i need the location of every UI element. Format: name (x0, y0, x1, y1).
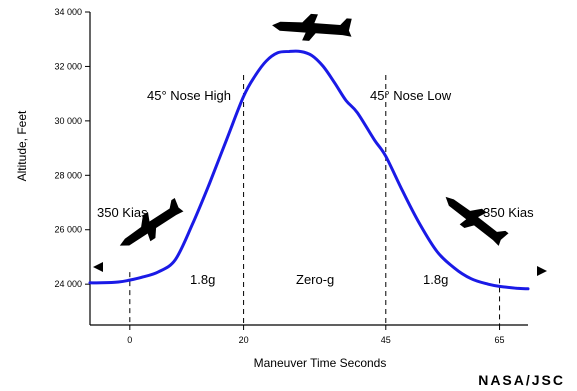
y-tick-label: 34 000 (54, 7, 82, 17)
aircraft-right-icon (445, 196, 509, 246)
altitude-series-line (88, 49, 530, 291)
kias-left-label: 350 Kias (97, 205, 148, 220)
nose-high-label: 45° Nose High (147, 88, 231, 103)
credit-label: NASA/JSC (478, 372, 565, 388)
x-axis-title: Maneuver Time Seconds (254, 356, 387, 370)
phase-markers (129, 75, 501, 325)
kias-right-label: 350 Kias (483, 205, 534, 220)
g-left-label: 1.8g (190, 272, 215, 287)
x-tick-label: 0 (127, 335, 132, 345)
y-ticks: 24 000 26 000 28 000 30 000 32 000 34 000 (54, 7, 90, 289)
nose-low-label: 45° Nose Low (370, 88, 452, 103)
entry-arrow-icon (93, 262, 103, 272)
aircraft-top-icon (272, 13, 352, 41)
x-tick-label: 65 (495, 335, 505, 345)
y-tick-label: 24 000 (54, 279, 82, 289)
aircraft-left-icon (119, 198, 184, 246)
g-middle-label: Zero-g (296, 272, 334, 287)
y-tick-label: 32 000 (54, 61, 82, 71)
y-axis-title: Altitude, Feet (15, 110, 29, 181)
y-tick-label: 26 000 (54, 225, 82, 235)
y-tick-label: 28 000 (54, 170, 82, 180)
x-ticks: 0 20 45 65 (127, 325, 505, 345)
x-tick-label: 45 (381, 335, 391, 345)
g-right-label: 1.8g (423, 272, 448, 287)
exit-arrow-icon (537, 266, 547, 276)
y-tick-label: 30 000 (54, 116, 82, 126)
x-tick-label: 20 (239, 335, 249, 345)
